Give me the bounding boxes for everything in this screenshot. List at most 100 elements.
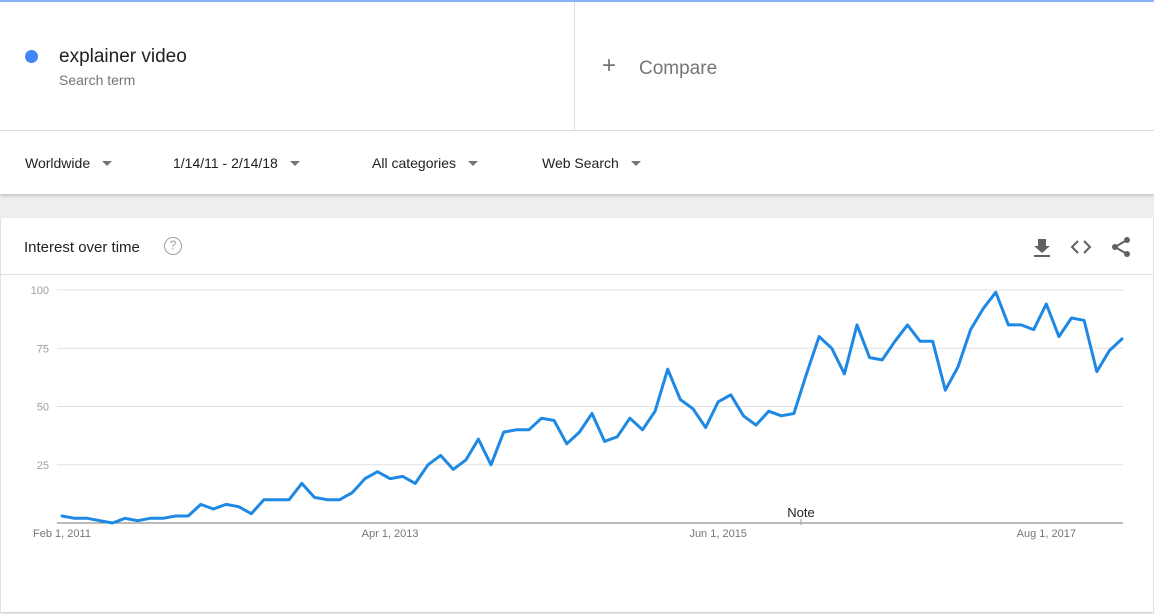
data-point[interactable] [931,339,935,343]
data-point[interactable] [792,411,796,415]
data-point[interactable] [905,323,909,327]
data-point[interactable] [540,416,544,420]
data-point[interactable] [969,328,973,332]
data-point[interactable] [842,372,846,376]
data-point[interactable] [880,358,884,362]
data-point[interactable] [161,516,165,520]
data-point[interactable] [1082,318,1086,322]
data-point[interactable] [994,290,998,294]
data-point[interactable] [779,414,783,418]
data-point[interactable] [502,430,506,434]
compare-label: Compare [639,58,718,79]
data-point[interactable] [401,474,405,478]
data-point[interactable] [451,467,455,471]
data-point[interactable] [60,514,64,518]
data-point[interactable] [767,409,771,413]
series-line[interactable] [60,290,1124,525]
data-point[interactable] [527,428,531,432]
data-point[interactable] [893,339,897,343]
data-point[interactable] [1019,323,1023,327]
data-point[interactable] [476,437,480,441]
data-point[interactable] [1107,349,1111,353]
data-point[interactable] [628,416,632,420]
region-label: Worldwide [25,155,91,171]
data-point[interactable] [943,388,947,392]
data-point[interactable] [817,335,821,339]
data-point[interactable] [1095,370,1099,374]
data-point[interactable] [363,477,367,481]
data-point[interactable] [249,512,253,516]
download-icon[interactable] [1031,236,1053,258]
data-point[interactable] [275,498,279,502]
note-annotation[interactable]: Note [787,505,814,520]
data-point[interactable] [136,519,140,523]
date-range-dropdown[interactable]: 1/14/11 - 2/14/18 [173,155,300,171]
data-point[interactable] [918,339,922,343]
data-point[interactable] [325,498,329,502]
data-point[interactable] [413,481,417,485]
data-point[interactable] [426,463,430,467]
data-point[interactable] [98,519,102,523]
data-point[interactable] [830,346,834,350]
embed-icon[interactable] [1070,236,1092,258]
search-type-dropdown[interactable]: Web Search [542,155,641,171]
compare-button[interactable]: + Compare [576,2,1154,130]
data-point[interactable] [640,428,644,432]
data-point[interactable] [287,498,291,502]
data-point[interactable] [224,502,228,506]
data-point[interactable] [464,458,468,462]
data-point[interactable] [514,428,518,432]
data-point[interactable] [590,411,594,415]
data-point[interactable] [1044,302,1048,306]
region-dropdown[interactable]: Worldwide [25,155,113,171]
data-point[interactable] [615,435,619,439]
data-point[interactable] [805,372,809,376]
data-point[interactable] [653,409,657,413]
data-point[interactable] [350,491,354,495]
data-point[interactable] [868,356,872,360]
data-point[interactable] [338,498,342,502]
data-point[interactable] [741,414,745,418]
data-point[interactable] [262,498,266,502]
data-point[interactable] [439,453,443,457]
data-point[interactable] [174,514,178,518]
data-point[interactable] [73,516,77,520]
data-point[interactable] [981,307,985,311]
search-term-card[interactable]: explainer video Search term [0,2,575,130]
data-point[interactable] [186,514,190,518]
data-point[interactable] [577,430,581,434]
data-point[interactable] [211,507,215,511]
data-point[interactable] [85,516,89,520]
data-point[interactable] [716,400,720,404]
data-point[interactable] [375,470,379,474]
help-icon[interactable]: ? [164,237,182,255]
data-point[interactable] [678,398,682,402]
data-point[interactable] [956,365,960,369]
data-point[interactable] [691,407,695,411]
data-point[interactable] [666,367,670,371]
data-point[interactable] [148,516,152,520]
data-point[interactable] [388,477,392,481]
data-point[interactable] [123,516,127,520]
data-point[interactable] [1006,323,1010,327]
data-point[interactable] [199,502,203,506]
data-point[interactable] [552,418,556,422]
data-point[interactable] [312,495,316,499]
data-point[interactable] [754,423,758,427]
data-point[interactable] [855,323,859,327]
data-point[interactable] [110,521,114,525]
data-point[interactable] [1120,337,1124,341]
data-point[interactable] [1057,335,1061,339]
search-term-name[interactable]: explainer video [59,46,187,67]
data-point[interactable] [489,463,493,467]
data-point[interactable] [300,481,304,485]
data-point[interactable] [603,439,607,443]
share-icon[interactable] [1110,236,1132,258]
data-point[interactable] [1032,328,1036,332]
data-point[interactable] [729,393,733,397]
data-point[interactable] [237,505,241,509]
data-point[interactable] [704,425,708,429]
data-point[interactable] [1070,316,1074,320]
data-point[interactable] [565,442,569,446]
category-dropdown[interactable]: All categories [372,155,479,171]
